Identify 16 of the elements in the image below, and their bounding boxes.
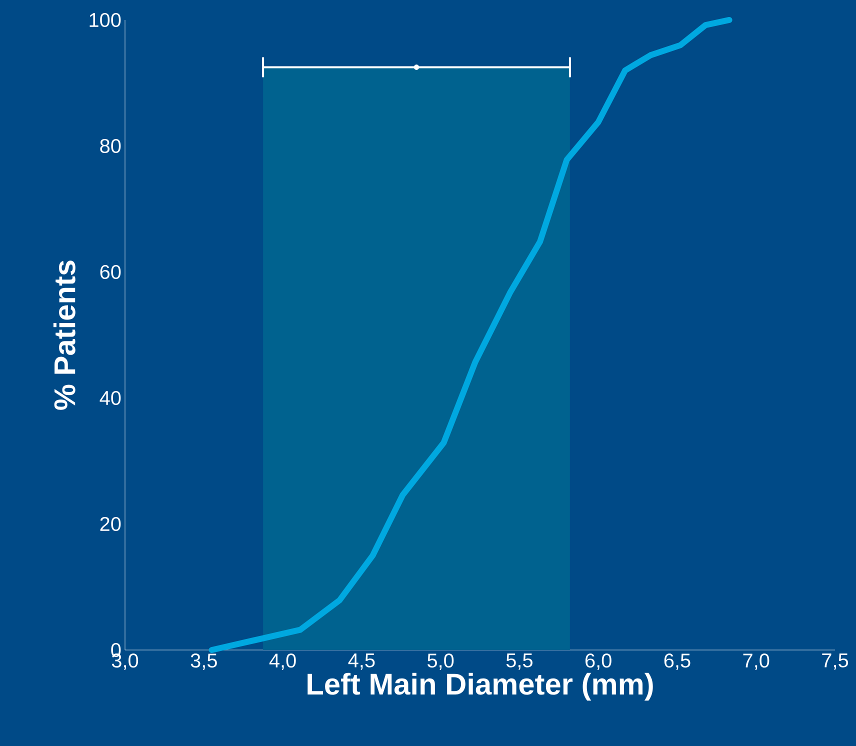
y-tick-label: 100 [90, 12, 121, 28]
x-tick-label: 6,5 [664, 654, 690, 670]
x-tick-label: 7,0 [743, 654, 770, 670]
y-axis-title: % Patients [53, 260, 76, 410]
x-tick-label: 5,5 [506, 654, 532, 670]
y-tick-label: 80 [100, 138, 121, 154]
x-tick-label: 3,5 [190, 654, 217, 670]
x-tick-label: 5,0 [428, 654, 454, 670]
y-tick-label: 60 [100, 264, 121, 280]
x-axis-title: Left Main Diameter (mm) [308, 672, 653, 701]
x-tick-label: 4,0 [269, 654, 296, 670]
y-tick-label: 40 [100, 390, 121, 406]
x-tick-label: 7,5 [822, 654, 848, 670]
y-tick-label: 20 [100, 516, 121, 532]
x-tick-label: 6,0 [586, 654, 612, 670]
x-tick-label: 4,5 [348, 654, 375, 670]
